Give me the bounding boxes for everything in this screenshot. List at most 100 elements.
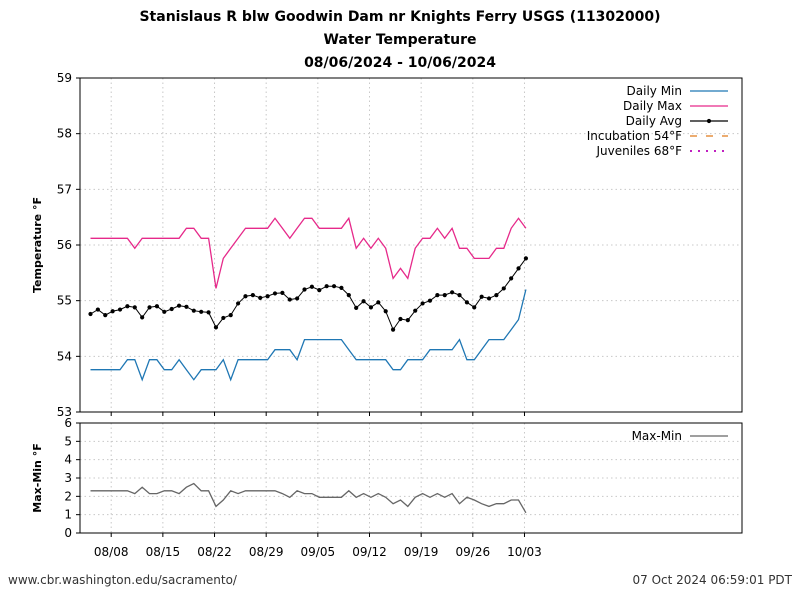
avg-point (199, 309, 204, 314)
avg-point (509, 276, 514, 281)
avg-point (302, 287, 307, 292)
avg-point (243, 294, 248, 299)
footer-source-url: www.cbr.washington.edu/sacramento/ (8, 573, 237, 587)
avg-point (383, 309, 388, 314)
avg-point (464, 300, 469, 305)
avg-point (398, 316, 403, 322)
bottom-ytick-label: 1 (64, 508, 72, 522)
avg-point (405, 318, 410, 323)
avg-point (228, 313, 233, 318)
legend-label-max: Daily Max (623, 99, 682, 113)
xtick-label: 08/22 (197, 545, 232, 559)
avg-point (486, 296, 492, 301)
chart-title-line2: Water Temperature (323, 32, 476, 48)
avg-point (413, 308, 418, 313)
avg-point (117, 307, 123, 312)
avg-point (154, 304, 160, 309)
avg-point (450, 290, 455, 295)
bottom-series-range (90, 482, 527, 514)
avg-point (132, 305, 137, 310)
xtick-label: 09/26 (456, 545, 491, 559)
avg-point (250, 293, 255, 298)
avg-point (324, 284, 329, 289)
avg-point (191, 308, 196, 313)
avg-point (184, 304, 189, 309)
avg-point (442, 293, 447, 298)
avg-point (176, 303, 182, 308)
avg-point (147, 305, 152, 310)
bottom-ytick-label: 4 (64, 453, 72, 467)
avg-point (110, 309, 115, 314)
top-ytick-label: 55 (57, 294, 72, 308)
avg-point (317, 287, 322, 293)
avg-point (331, 284, 337, 289)
xtick-label: 08/15 (146, 545, 181, 559)
avg-point (361, 299, 366, 304)
avg-point (162, 309, 167, 314)
top-ytick-label: 57 (57, 182, 72, 196)
top-ytick-label: 56 (57, 238, 72, 252)
avg-point (390, 327, 396, 332)
avg-point (427, 298, 433, 303)
legend-label-avg: Daily Avg (626, 114, 682, 128)
avg-point (516, 266, 521, 271)
xtick-label: 08/08 (94, 545, 129, 559)
avg-point (236, 301, 241, 306)
top-series-min (90, 289, 527, 382)
bottom-ytick-label: 5 (64, 434, 72, 448)
top-ytick-label: 59 (57, 71, 72, 85)
avg-point (339, 285, 344, 290)
avg-point (457, 293, 462, 298)
top-ytick-label: 58 (57, 127, 72, 141)
avg-point (420, 301, 425, 306)
avg-point (125, 304, 130, 309)
avg-point (206, 310, 211, 315)
avg-point (169, 306, 174, 312)
avg-point (280, 290, 285, 295)
avg-point (368, 305, 374, 310)
xtick-label: 09/05 (301, 545, 336, 559)
xtick-label: 08/29 (249, 545, 284, 559)
avg-point (501, 286, 506, 291)
footer-timestamp: 07 Oct 2024 06:59:01 PDT (632, 573, 792, 587)
top-ylabel: Temperature °F (31, 197, 44, 293)
xtick-label: 09/12 (352, 545, 387, 559)
top-ytick-label: 53 (57, 405, 72, 419)
legend-label-incubation: Incubation 54°F (587, 129, 682, 143)
avg-point (479, 294, 484, 299)
bottom-ytick-label: 6 (64, 416, 72, 430)
avg-point (272, 291, 278, 296)
xtick-label: 09/19 (404, 545, 439, 559)
bottom-ytick-label: 0 (64, 526, 72, 540)
bottom-ytick-label: 3 (64, 471, 72, 485)
top-ytick-label: 54 (57, 349, 72, 363)
avg-point (213, 325, 219, 330)
legend-label-min: Daily Min (627, 84, 682, 98)
chart-title-line3: 08/06/2024 - 10/06/2024 (304, 55, 496, 71)
avg-point (287, 297, 292, 302)
avg-point (309, 284, 314, 289)
bottom-ytick-label: 2 (64, 489, 72, 503)
avg-point (95, 307, 100, 312)
avg-point (354, 305, 359, 311)
range-panel: 0 1 2 3 4 5 6 Max-Min °F Max-Min 08/08 08/15 08/22 0… (31, 416, 743, 559)
avg-point (435, 293, 440, 298)
top-series-max (90, 216, 527, 289)
bottom-frame (79, 422, 743, 534)
avg-point (140, 315, 145, 320)
avg-point (346, 293, 351, 298)
legend-marker-avg (706, 118, 712, 124)
avg-point (494, 293, 499, 298)
avg-point (376, 300, 381, 305)
avg-point (472, 305, 477, 310)
avg-point (265, 294, 270, 299)
avg-point (523, 256, 529, 261)
chart-title-line1: Stanislaus R blw Goodwin Dam nr Knights … (139, 9, 660, 25)
xtick-label: 10/03 (507, 545, 542, 559)
avg-point (103, 313, 108, 318)
bottom-ylabel: Max-Min °F (31, 443, 44, 512)
legend-label-range: Max-Min (632, 429, 682, 443)
legend-label-juveniles: Juveniles 68°F (595, 144, 682, 158)
top-frame (79, 77, 743, 413)
